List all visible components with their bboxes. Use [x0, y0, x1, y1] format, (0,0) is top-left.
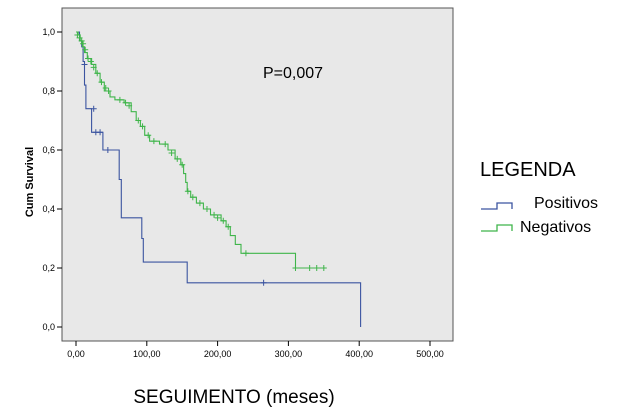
x-axis: 0,00 100,00 200,00 300,00 400,00 500,00	[67, 341, 444, 359]
legend-label-positivos: Positivos	[534, 195, 598, 212]
legend-item-positivos: Positivos	[481, 195, 598, 212]
censor-mark-negativos	[90, 64, 97, 71]
y-tick-label: 1,0	[42, 27, 55, 37]
censor-mark-positivos	[90, 105, 97, 112]
censor-mark-negativos	[145, 132, 152, 139]
censor-mark-positivos	[81, 61, 88, 68]
y-tick-label: 0,2	[42, 263, 55, 273]
legend-label-negativos: Negativos	[520, 219, 591, 236]
legend-swatch-negativos	[481, 224, 513, 232]
censor-mark-negativos	[85, 55, 92, 62]
x-tick-label: 0,00	[67, 349, 85, 359]
censor-mark-negativos	[135, 117, 142, 124]
censor-mark-negativos	[78, 37, 85, 44]
p-value-annotation: P=0,007	[263, 65, 323, 82]
censor-mark-negativos	[162, 141, 169, 148]
censor-mark-negativos	[94, 70, 101, 77]
censor-mark-negativos	[168, 149, 175, 156]
censor-mark-negativos	[184, 188, 191, 195]
censor-mark-positivos	[104, 147, 111, 153]
censor-mark-negativos	[242, 250, 249, 257]
y-tick-label: 0,6	[42, 145, 55, 155]
censor-mark-negativos	[214, 214, 221, 221]
y-axis: 0,0 0,2 0,4 0,6 0,8 1,0	[42, 27, 62, 332]
censor-mark-negativos	[306, 265, 313, 271]
censor-mark-negativos	[211, 211, 218, 218]
censor-mark-positivos	[97, 129, 104, 136]
censor-mark-negativos	[196, 200, 203, 207]
censor-mark-negativos	[292, 265, 299, 271]
censor-mark-negativos	[122, 99, 129, 106]
x-tick-label: 400,00	[345, 349, 373, 359]
censor-mark-negativos	[225, 223, 232, 230]
x-tick-label: 100,00	[133, 349, 161, 359]
censor-mark-negativos	[203, 206, 210, 212]
censor-mark-negativos	[126, 102, 133, 109]
censor-mark-negativos	[105, 88, 112, 94]
x-tick-label: 200,00	[204, 349, 232, 359]
y-tick-label: 0,4	[42, 204, 55, 214]
censor-mark-negativos	[82, 46, 89, 53]
censor-mark-negativos	[189, 194, 196, 201]
x-tick-label: 300,00	[275, 349, 303, 359]
legend-swatch-positivos	[481, 202, 513, 210]
plot-area	[61, 7, 454, 342]
censor-mark-negativos	[179, 161, 186, 168]
y-tick-label: 0,8	[42, 86, 55, 96]
censor-mark-negativos	[116, 96, 123, 103]
y-tick-label: 0,0	[42, 322, 55, 332]
censor-mark-negativos	[87, 58, 94, 65]
censor-mark-negativos	[220, 217, 227, 224]
censor-mark-negativos	[320, 265, 327, 271]
x-tick-label: 500,00	[416, 349, 444, 359]
y-axis-title: Cum Survival	[24, 147, 36, 217]
censor-mark-negativos	[150, 138, 157, 145]
censor-mark-positivos	[260, 279, 267, 286]
x-axis-title: SEGUIMENTO (meses)	[133, 387, 334, 408]
legend-title: LEGENDA	[480, 159, 576, 181]
series-layer	[74, 31, 362, 327]
censor-mark-negativos	[174, 155, 181, 162]
legend-item-negativos: Negativos	[481, 219, 591, 236]
censor-mark-negativos	[313, 265, 320, 271]
censor-mark-negativos	[80, 40, 87, 47]
censor-mark-negativos	[98, 79, 105, 86]
censor-mark-negativos	[139, 123, 146, 130]
censor-mark-negativos	[102, 85, 109, 92]
